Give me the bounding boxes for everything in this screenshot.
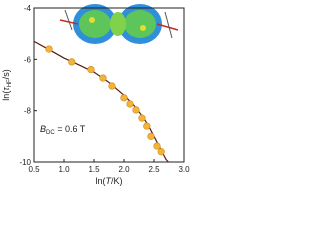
x-tick-label: 2.0 [118, 165, 130, 174]
x-axis-label: ln(T/K) [95, 176, 122, 186]
chart: BDC = 0.6 T ln(T/K) ln(τHF/s) 0.5 1.0 1.5 2… [1, 4, 190, 186]
y-tick-label: -6 [24, 55, 32, 64]
data-point [45, 45, 53, 53]
y-tick-label: -8 [24, 107, 32, 116]
molecule-inset [59, 4, 179, 44]
data-point [120, 94, 128, 102]
data-point [143, 122, 151, 130]
data-point [126, 100, 134, 108]
data-point [99, 74, 107, 82]
fit-line [33, 40, 169, 163]
data-point [147, 132, 155, 140]
data-point [108, 82, 116, 90]
x-tick-label: 0.5 [28, 165, 40, 174]
data-point [153, 142, 161, 150]
data-point [138, 114, 146, 122]
data-point [157, 148, 165, 156]
data-point [68, 58, 76, 66]
x-tick-label: 1.0 [58, 165, 70, 174]
y-tick-label: -10 [19, 158, 31, 167]
data-point [132, 106, 140, 114]
plot-frame [33, 7, 185, 163]
data-point [87, 65, 95, 74]
y-axis-label: ln(τHF/s) [1, 69, 13, 100]
y-tick-label: -4 [24, 4, 32, 13]
x-tick-label: 2.5 [148, 165, 160, 174]
annotation: BDC = 0.6 T [40, 124, 86, 136]
x-tick-label: 3.0 [178, 165, 190, 174]
x-tick-label: 1.5 [88, 165, 100, 174]
